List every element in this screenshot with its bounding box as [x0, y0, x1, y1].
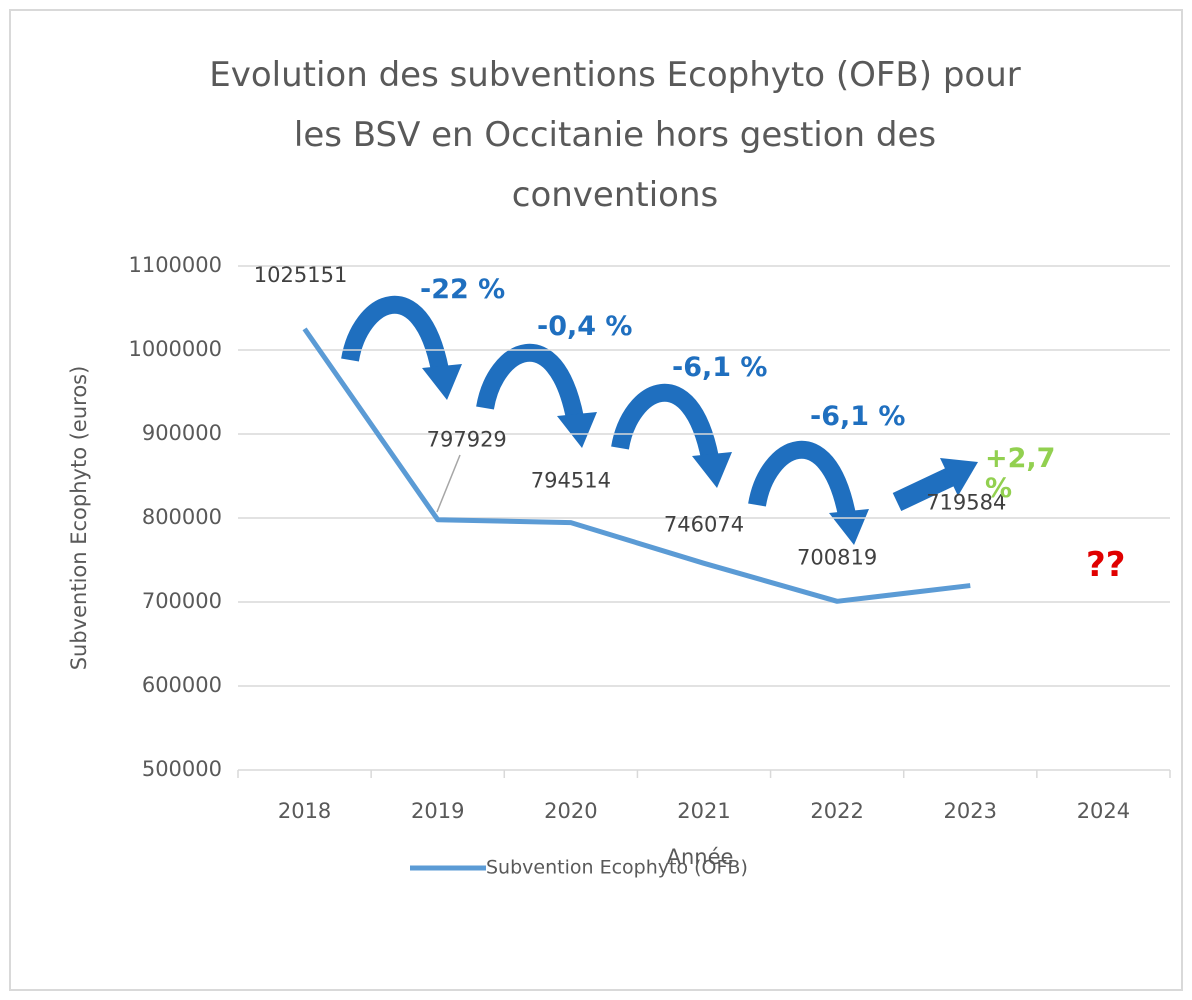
annotation: -6,1 % — [810, 401, 906, 432]
data-label: 794514 — [531, 469, 611, 493]
data-label: 746074 — [664, 512, 744, 536]
y-tick-label: 800000 — [142, 505, 222, 529]
chart-border — [9, 9, 1183, 991]
x-tick-label: 2018 — [278, 799, 331, 823]
annotation: -22 % — [420, 274, 506, 305]
y-tick-label: 900000 — [142, 421, 222, 445]
y-tick-label: 500000 — [142, 757, 222, 781]
x-tick-label: 2020 — [544, 799, 597, 823]
y-tick-label: 700000 — [142, 589, 222, 613]
legend-label: Subvention Ecophyto (OFB) — [486, 857, 748, 879]
x-tick-label: 2019 — [411, 799, 464, 823]
y-tick-label: 600000 — [142, 673, 222, 697]
y-tick-label: 1100000 — [128, 253, 222, 277]
annotation: -6,1 % — [672, 352, 768, 383]
y-tick-label: 1000000 — [128, 337, 222, 361]
annotation: +2,7 % — [985, 443, 1056, 504]
x-axis-label: Année — [667, 845, 734, 869]
chart-title: Evolution des subventions Ecophyto (OFB)… — [209, 55, 1021, 215]
data-label: 797929 — [427, 428, 507, 452]
y-axis-label: Subvention Ecophyto (euros) — [67, 366, 91, 671]
x-tick-label: 2021 — [677, 799, 730, 823]
x-tick-label: 2022 — [810, 799, 863, 823]
data-label: 1025151 — [254, 263, 348, 287]
x-tick-label: 2023 — [944, 799, 997, 823]
data-line — [302, 327, 971, 604]
annotation: -0,4 % — [537, 311, 633, 342]
x-tick-label: 2024 — [1077, 799, 1130, 823]
data-label: 719584 — [926, 491, 1006, 515]
leader-line — [436, 454, 461, 513]
trend-arrows — [341, 296, 978, 545]
data-label: 700819 — [797, 545, 877, 569]
annotation: ?? — [1086, 545, 1126, 585]
